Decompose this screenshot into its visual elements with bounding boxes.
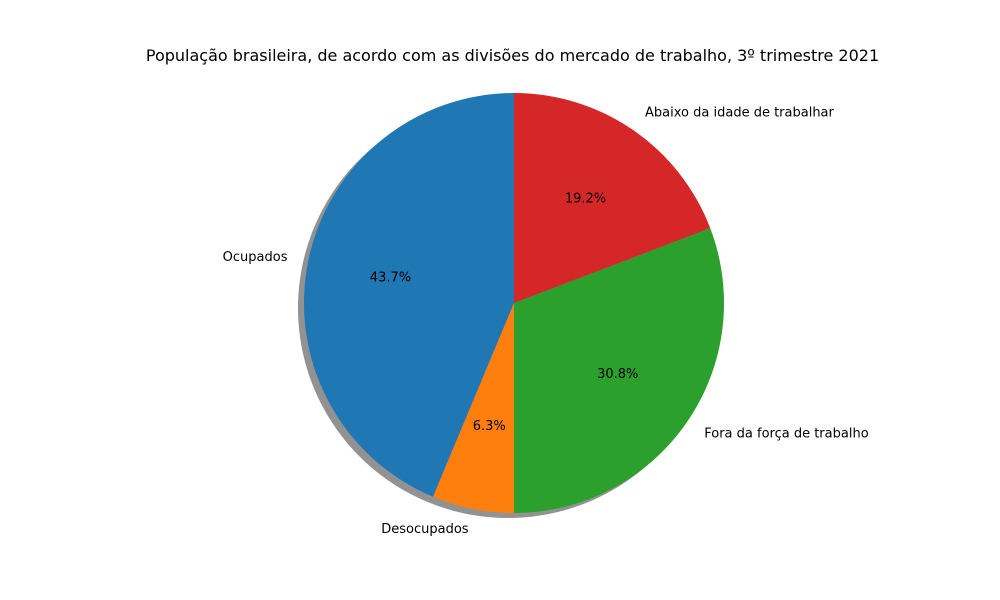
pie-slice-abaixo-da-idade-de-trabalhar [514, 93, 711, 303]
pie-slices [303, 93, 724, 513]
slice-percent-fora-da-forca-de-trabalho: 30.8% [597, 367, 638, 382]
slice-percent-abaixo-da-idade-de-trabalhar: 19.2% [565, 192, 606, 207]
slice-label-desocupados: Desocupados [381, 522, 469, 537]
pie-slice-desocupados [433, 303, 514, 513]
chart-title: População brasileira, de acordo com as d… [145, 46, 880, 65]
slice-label-ocupados: Ocupados [223, 250, 288, 265]
slice-percent-ocupados: 43.7% [370, 271, 411, 286]
slice-percent-desocupados: 6.3% [473, 419, 506, 434]
slice-label-fora-da-forca-de-trabalho: Fora da força de trabalho [704, 427, 868, 442]
slice-label-abaixo-da-idade-de-trabalhar: Abaixo da idade de trabalhar [645, 105, 834, 120]
pie-slice-ocupados [303, 93, 514, 497]
pie-labels: Ocupados 43.7% Desocupados 6.3% Fora da forç… [223, 105, 869, 537]
pie-slice-fora-da-forca-de-trabalho [514, 228, 724, 513]
